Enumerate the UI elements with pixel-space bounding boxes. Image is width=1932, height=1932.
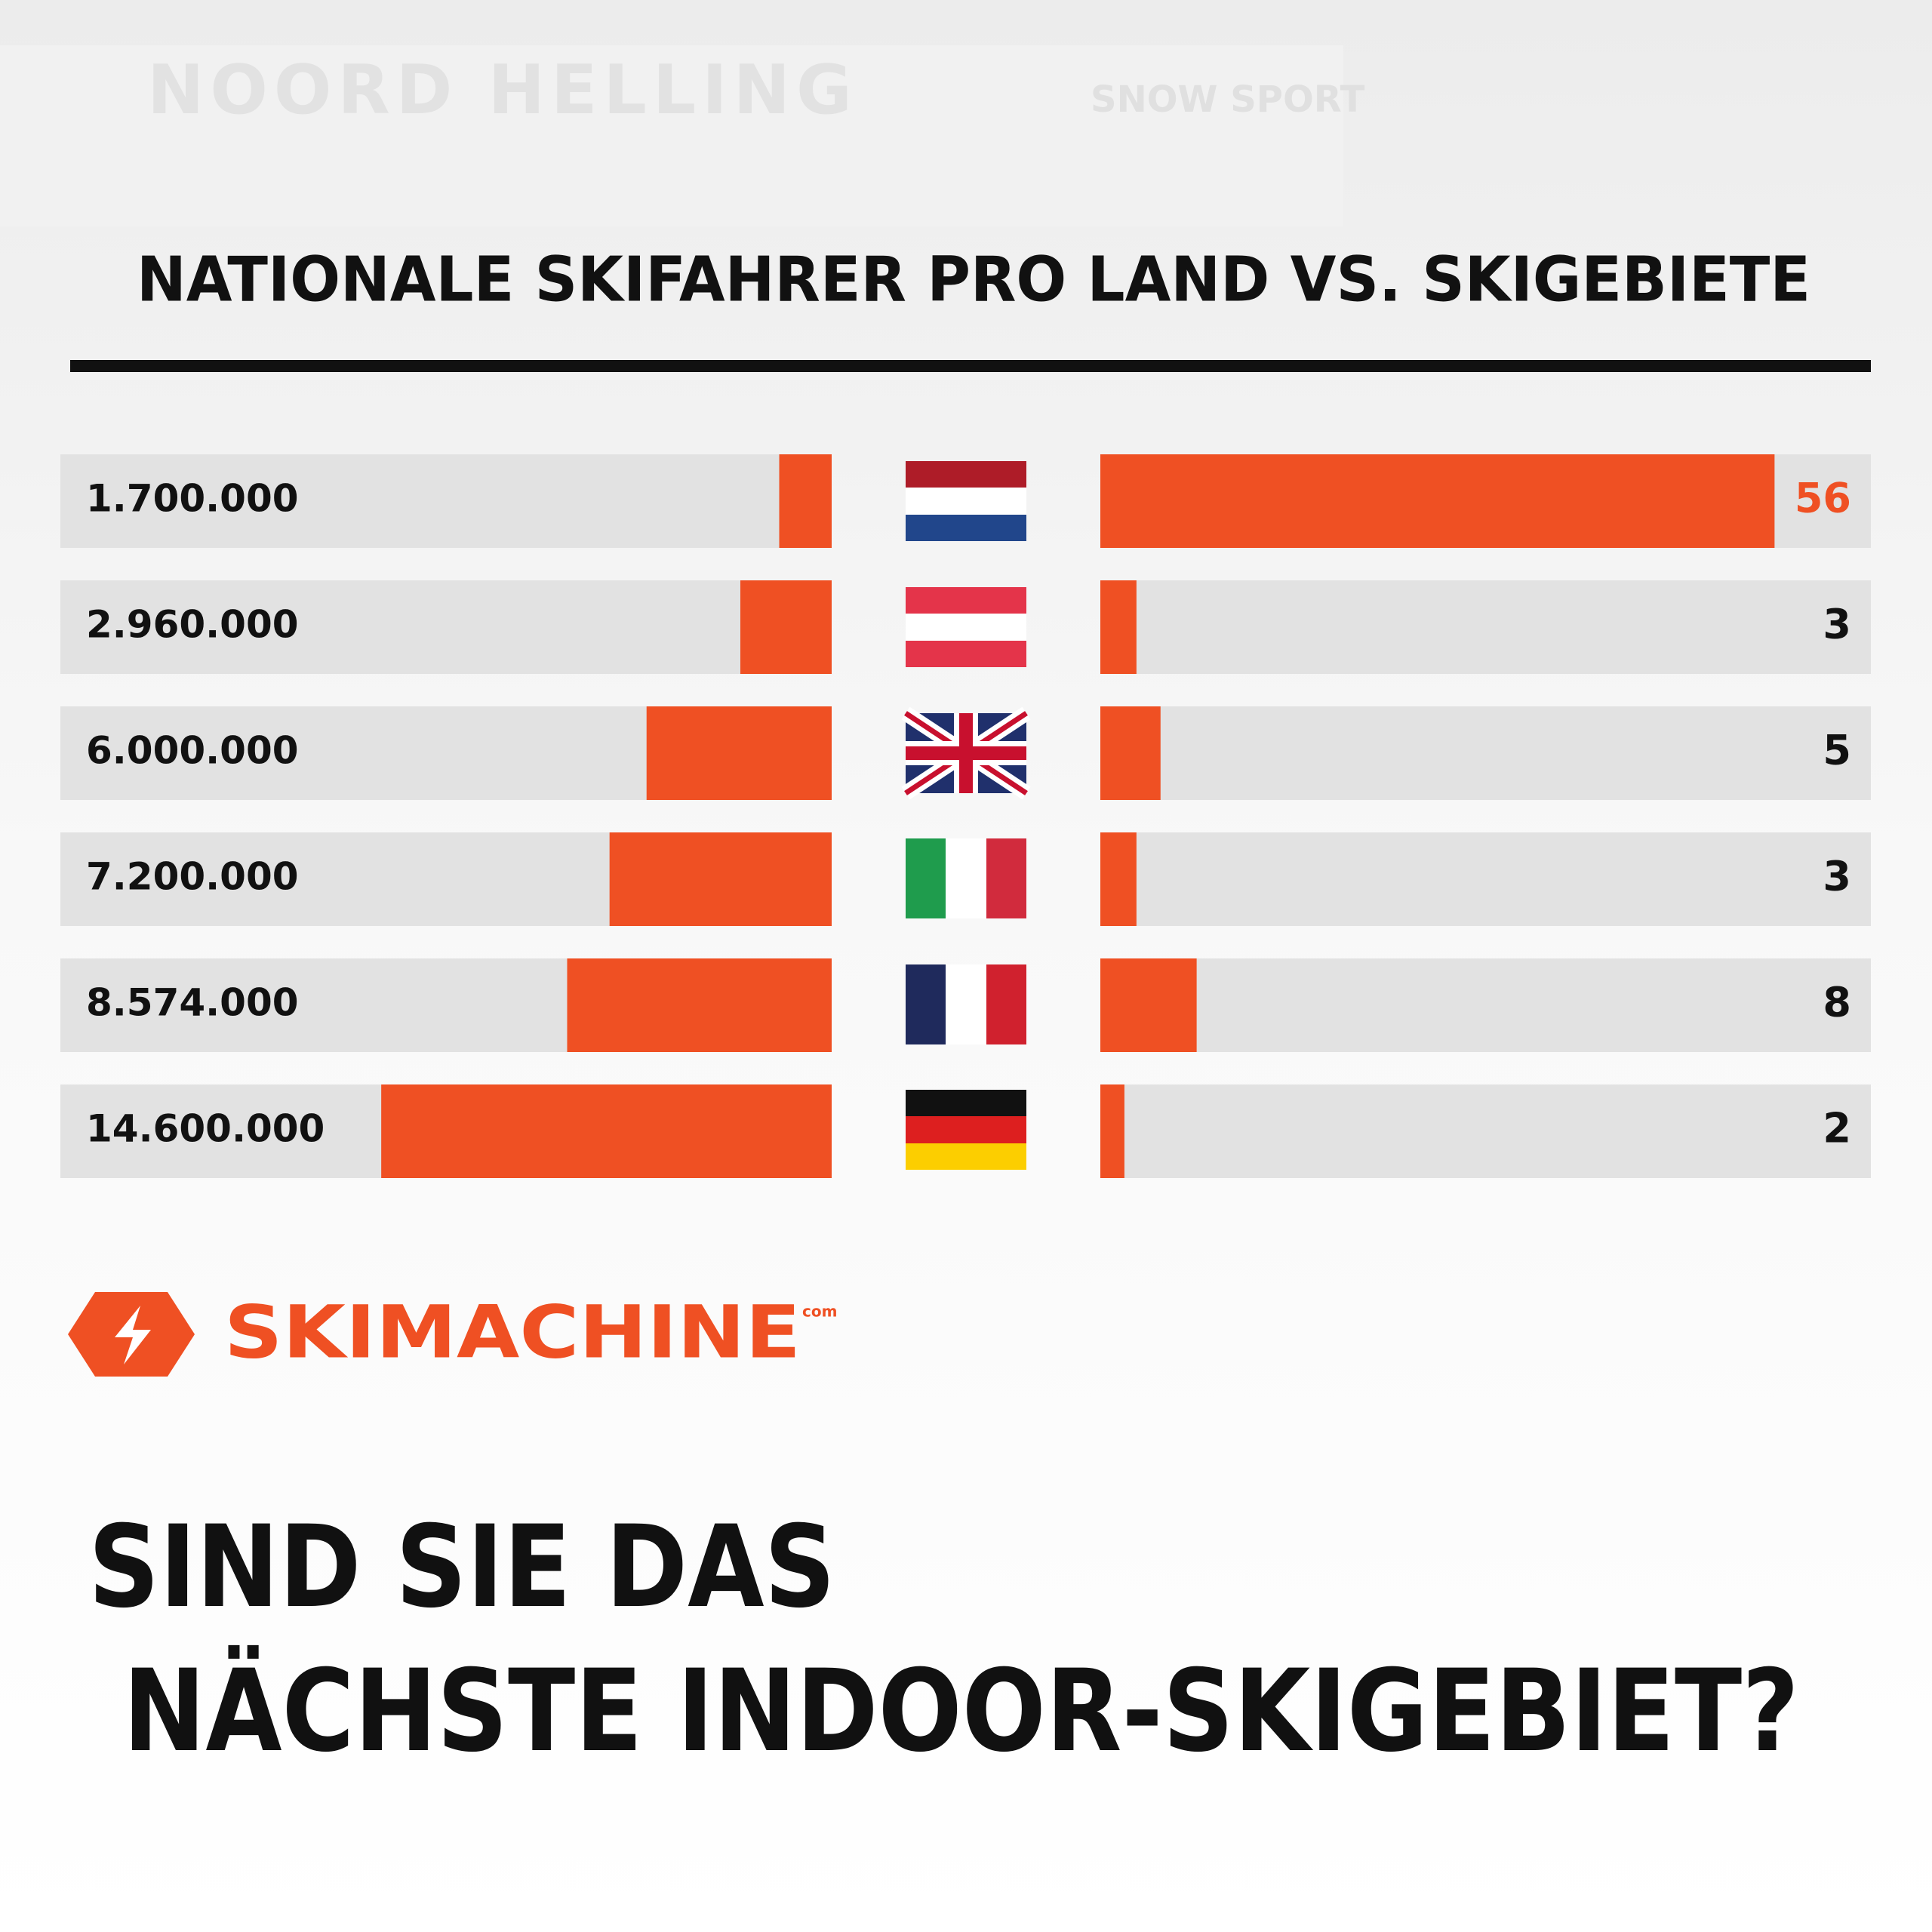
bar-panel: [1100, 958, 1871, 1052]
flag-germany: [906, 1090, 1026, 1170]
value-label: 1.700.000: [86, 477, 299, 521]
bar: [1100, 832, 1137, 926]
title-rule: [70, 360, 1871, 372]
question-line: SIND SIE DAS: [88, 1502, 835, 1633]
logo-suffix: com: [802, 1303, 837, 1321]
bar: [609, 832, 832, 926]
flag-netherlands: [906, 461, 1026, 541]
value-label: 3: [1823, 853, 1851, 900]
value-label: 6.000.000: [86, 729, 299, 773]
value-label: 2: [1823, 1105, 1851, 1152]
flag-france: [906, 964, 1026, 1044]
background-text: SNOW SPORT: [1091, 78, 1365, 121]
bar: [567, 958, 832, 1052]
bar-panel: [60, 580, 832, 674]
bar-panel: [1100, 1084, 1871, 1178]
flags: [901, 461, 1031, 1170]
background-banner: [0, 45, 1343, 226]
flag-italy: [906, 838, 1026, 918]
bar: [1100, 958, 1197, 1052]
logo: SKIMACHINE com: [68, 1290, 837, 1377]
logo-bolt: [115, 1306, 151, 1364]
flag-austria: [906, 587, 1026, 667]
bar-panel: [60, 454, 832, 548]
bar: [779, 454, 832, 548]
bar: [1100, 706, 1161, 800]
bar-panel: [1100, 706, 1871, 800]
bar-panel: [1100, 832, 1871, 926]
value-label: 5: [1823, 727, 1851, 774]
question-line: NÄCHSTE INDOOR-SKIGEBIET?: [123, 1644, 1799, 1777]
value-label: 7.200.000: [86, 855, 299, 899]
value-label: 8: [1823, 979, 1851, 1026]
value-label: 2.960.000: [86, 603, 299, 647]
value-label: 14.600.000: [86, 1107, 325, 1151]
bar: [740, 580, 832, 674]
flag-uk: [901, 706, 1031, 800]
bar: [1100, 580, 1137, 674]
value-label: 8.574.000: [86, 981, 299, 1025]
value-label: 56: [1795, 475, 1851, 522]
bar: [381, 1084, 832, 1178]
bar: [646, 706, 832, 800]
bar-panel: [1100, 580, 1871, 674]
chart-title: NATIONALE SKIFAHRER PRO LAND VS. SKIGEBI…: [137, 244, 1810, 315]
value-label: 3: [1823, 601, 1851, 648]
background-text: NOORD HELLING: [147, 51, 858, 130]
logo-text: SKIMACHINE: [224, 1290, 801, 1374]
bar: [1100, 454, 1775, 548]
bar: [1100, 1084, 1124, 1178]
